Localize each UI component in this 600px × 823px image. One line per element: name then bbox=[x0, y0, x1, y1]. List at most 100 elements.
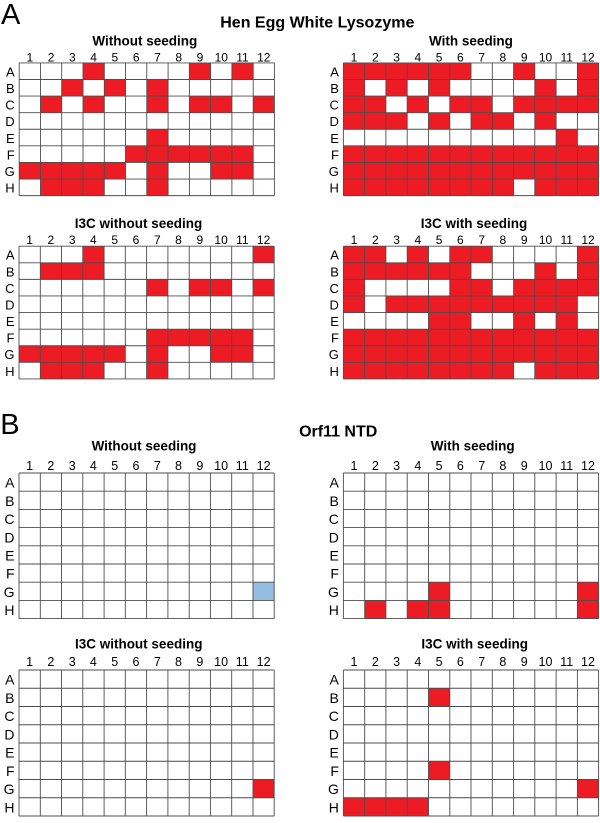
svg-text:C: C bbox=[4, 708, 14, 724]
svg-text:F: F bbox=[330, 763, 339, 779]
svg-text:12: 12 bbox=[257, 50, 271, 64]
svg-text:11: 11 bbox=[560, 459, 573, 473]
svg-text:11: 11 bbox=[560, 50, 573, 64]
svg-text:7: 7 bbox=[154, 655, 161, 669]
svg-text:A: A bbox=[5, 475, 15, 491]
svg-text:G: G bbox=[4, 347, 14, 362]
svg-text:E: E bbox=[5, 745, 14, 761]
svg-text:Hen Egg White Lysozyme: Hen Egg White Lysozyme bbox=[220, 15, 414, 32]
svg-text:H: H bbox=[330, 364, 339, 379]
svg-text:4: 4 bbox=[90, 459, 97, 473]
svg-text:4: 4 bbox=[90, 233, 97, 247]
svg-text:5: 5 bbox=[436, 655, 443, 669]
svg-text:A: A bbox=[6, 248, 15, 263]
svg-text:11: 11 bbox=[560, 655, 573, 669]
svg-text:H: H bbox=[5, 364, 14, 379]
svg-text:5: 5 bbox=[111, 459, 118, 473]
svg-text:C: C bbox=[5, 98, 14, 113]
svg-text:12: 12 bbox=[257, 459, 271, 473]
svg-text:4: 4 bbox=[414, 459, 421, 473]
svg-text:I3C without seeding: I3C without seeding bbox=[75, 636, 203, 651]
svg-text:11: 11 bbox=[236, 233, 249, 247]
svg-text:F: F bbox=[7, 331, 15, 346]
svg-text:1: 1 bbox=[26, 655, 33, 669]
svg-text:A: A bbox=[330, 64, 339, 79]
svg-text:A: A bbox=[330, 475, 340, 491]
svg-text:1: 1 bbox=[26, 233, 33, 247]
svg-text:A: A bbox=[1, 0, 21, 31]
svg-text:2: 2 bbox=[48, 50, 55, 64]
svg-text:B: B bbox=[330, 81, 339, 96]
svg-text:3: 3 bbox=[69, 655, 76, 669]
svg-text:12: 12 bbox=[581, 459, 595, 473]
svg-text:D: D bbox=[329, 529, 339, 545]
svg-text:H: H bbox=[5, 181, 14, 196]
svg-text:D: D bbox=[4, 529, 14, 545]
svg-text:With seeding: With seeding bbox=[429, 33, 513, 48]
svg-text:12: 12 bbox=[257, 655, 271, 669]
svg-text:3: 3 bbox=[393, 459, 400, 473]
svg-text:B: B bbox=[330, 493, 339, 509]
svg-text:6: 6 bbox=[457, 233, 464, 247]
svg-text:E: E bbox=[6, 131, 15, 146]
svg-text:E: E bbox=[6, 314, 15, 329]
svg-text:11: 11 bbox=[560, 233, 573, 247]
svg-text:7: 7 bbox=[478, 459, 485, 473]
svg-text:6: 6 bbox=[133, 655, 140, 669]
svg-text:2: 2 bbox=[47, 655, 54, 669]
svg-text:9: 9 bbox=[197, 50, 204, 64]
svg-text:G: G bbox=[328, 781, 339, 797]
svg-text:Orf11 NTD: Orf11 NTD bbox=[299, 424, 377, 441]
svg-text:12: 12 bbox=[581, 233, 595, 247]
svg-text:8: 8 bbox=[499, 655, 506, 669]
svg-text:With seeding: With seeding bbox=[431, 439, 515, 454]
svg-text:11: 11 bbox=[236, 50, 249, 64]
svg-text:1: 1 bbox=[26, 50, 33, 64]
svg-text:3: 3 bbox=[393, 50, 400, 64]
svg-text:2: 2 bbox=[47, 459, 54, 473]
svg-text:5: 5 bbox=[112, 50, 119, 64]
svg-text:F: F bbox=[330, 566, 339, 582]
svg-text:1: 1 bbox=[351, 459, 358, 473]
svg-text:9: 9 bbox=[196, 655, 203, 669]
svg-text:8: 8 bbox=[175, 233, 182, 247]
svg-text:A: A bbox=[6, 64, 15, 79]
svg-text:2: 2 bbox=[372, 233, 379, 247]
svg-text:F: F bbox=[331, 331, 339, 346]
svg-text:C: C bbox=[330, 98, 339, 113]
svg-text:B: B bbox=[5, 493, 14, 509]
svg-text:1: 1 bbox=[351, 50, 358, 64]
svg-text:10: 10 bbox=[214, 233, 228, 247]
svg-text:4: 4 bbox=[90, 50, 97, 64]
svg-text:8: 8 bbox=[175, 50, 182, 64]
svg-text:6: 6 bbox=[457, 459, 464, 473]
svg-text:G: G bbox=[4, 781, 15, 797]
svg-text:7: 7 bbox=[154, 459, 161, 473]
svg-text:10: 10 bbox=[214, 655, 228, 669]
svg-text:B: B bbox=[6, 264, 15, 279]
svg-text:8: 8 bbox=[500, 233, 507, 247]
svg-text:B: B bbox=[330, 264, 339, 279]
svg-text:12: 12 bbox=[581, 50, 595, 64]
svg-text:H: H bbox=[329, 602, 339, 618]
svg-text:G: G bbox=[328, 584, 339, 600]
svg-text:3: 3 bbox=[393, 233, 400, 247]
svg-text:12: 12 bbox=[257, 233, 271, 247]
svg-text:1: 1 bbox=[26, 459, 33, 473]
svg-text:B: B bbox=[6, 81, 15, 96]
svg-text:4: 4 bbox=[414, 233, 421, 247]
svg-text:6: 6 bbox=[133, 233, 140, 247]
svg-text:E: E bbox=[330, 745, 339, 761]
svg-text:B: B bbox=[330, 690, 339, 706]
svg-text:F: F bbox=[6, 566, 15, 582]
svg-text:5: 5 bbox=[111, 655, 118, 669]
svg-text:11: 11 bbox=[236, 459, 249, 473]
svg-text:11: 11 bbox=[236, 655, 249, 669]
svg-text:F: F bbox=[6, 763, 15, 779]
svg-text:4: 4 bbox=[414, 655, 421, 669]
svg-text:D: D bbox=[5, 114, 14, 129]
svg-text:9: 9 bbox=[521, 233, 528, 247]
svg-text:G: G bbox=[4, 584, 15, 600]
svg-text:G: G bbox=[329, 164, 339, 179]
svg-text:6: 6 bbox=[133, 50, 140, 64]
